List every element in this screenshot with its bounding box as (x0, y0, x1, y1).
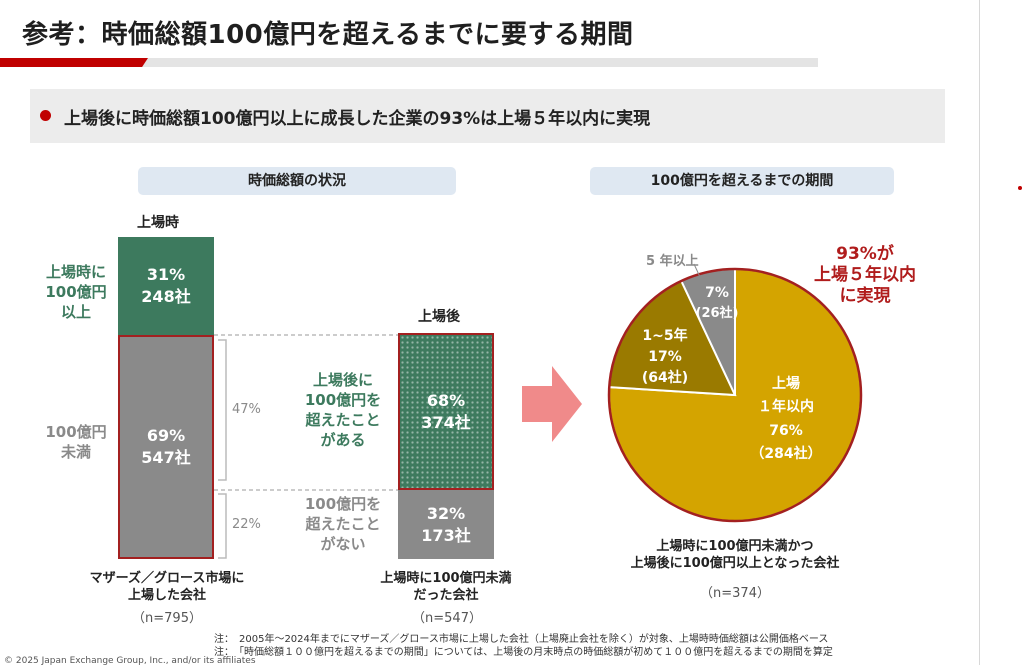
title-underline (140, 58, 818, 67)
pie-slice-label: 7% (705, 285, 729, 301)
pie-slice-label: 上場 (772, 375, 800, 392)
bar2-label-top-line: 100億円を (304, 391, 382, 409)
bar1-segment-above-10b: 31% 248社 (118, 237, 214, 335)
pie-caption-line: 上場時に100億円未満かつ (656, 539, 814, 554)
pie-slice-label: １年以内 (758, 398, 814, 415)
pie-slices (607, 267, 863, 523)
pie-outline (607, 267, 863, 523)
bar1-caption-line: マザーズ／グロース市場に (89, 571, 245, 586)
bar-connector-lines (214, 334, 400, 559)
bar2-caption-line: 上場時に100億円未満 (380, 571, 512, 586)
bar1-caption: マザーズ／グロース市場に 上場した会社 (62, 570, 272, 604)
pie-callout-line: に実現 (839, 286, 891, 306)
right-arrow-icon (522, 366, 582, 442)
page-edge-divider (979, 0, 980, 665)
bar1-label-bottom-line: 未満 (60, 443, 91, 461)
bar1-bottom-pct: 69% (146, 426, 186, 445)
footnote: 注： 2005年～2024年までにマザーズ／グロース市場に上場した会社（上場廃止… (214, 634, 829, 645)
bar2-segment-not-exceeded: 32% 173社 (398, 490, 494, 559)
bar2-top-pct: 68% (426, 390, 466, 410)
pie-outside-label: 5 年以上 (646, 254, 699, 269)
pie-slice-label: 76% (769, 423, 803, 439)
bar2-title: 上場後 (418, 309, 460, 325)
pie-callout-line: 上場５年以内 (814, 265, 916, 285)
bar2-segment-exceeded: 68% 374社 (398, 333, 494, 490)
bar2-caption: 上場時に100億円未満 だった会社 (362, 570, 530, 604)
bar1-title: 上場時 (137, 215, 179, 231)
pie-slice-label: 1~5年 (642, 327, 687, 344)
bar2-label-bottom: 100億円を 超えたこと がない (293, 494, 393, 554)
pie-callout: 93%が 上場５年以内 に実現 (796, 244, 934, 307)
bar1-label-top: 上場時に 100億円 以上 (32, 262, 120, 322)
bar1-caption-line: 上場した会社 (127, 588, 206, 603)
bar2-top-count: 374社 (421, 412, 471, 432)
bar1-label-top-line: 以上 (60, 303, 91, 321)
pie-slice-label: 17% (648, 349, 682, 365)
pie-caption: 上場時に100億円未満かつ 上場後に100億円以上となった会社 (600, 538, 870, 572)
bar2-n-count: （n=547） (412, 611, 482, 626)
bar2-bottom-pct: 32% (426, 503, 466, 523)
bar2-label-top-line: がある (320, 431, 366, 449)
pie-n-count: （n=374） (700, 586, 770, 601)
bar2-label-top-line: 上場後に (312, 371, 373, 389)
bar1-top-pct: 31% (146, 265, 186, 284)
pie-slice-label: (64社) (642, 369, 688, 386)
summary-text: 上場後に時価総額100億円以上に成長した企業の93%は上場５年以内に実現 (64, 109, 651, 129)
pie-slice-label: （284社） (750, 445, 821, 462)
summary-box (30, 89, 945, 143)
bar2-label-bottom-line: 超えたこと (305, 515, 381, 533)
bar2-label-bottom-line: がない (320, 535, 366, 553)
bar1-n-count: （n=795） (132, 611, 202, 626)
pie-chart: 上場 １年以内 76% （284社） 1~5年 17% (64社) 7% (26… (607, 267, 863, 523)
bar2-bottom-count: 173社 (421, 525, 471, 545)
bar1-label-bottom: 100億円 未満 (32, 422, 120, 462)
pie-slice-label: (26社) (696, 305, 739, 321)
bullet-icon (40, 110, 51, 121)
bar2-label-top: 上場後に 100億円を 超えたこと がある (293, 370, 393, 450)
footnote: 注： 「時価総額１００億円を超えるまでの期間」については、上場後の月末時点の時価… (214, 647, 833, 658)
bar1-label-top-line: 上場時に (45, 263, 106, 281)
section-header-period: 100億円を超えるまでの期間 (590, 167, 894, 195)
bracket-pct-upper: 47% (232, 402, 261, 417)
bar1-bottom-count: 547社 (141, 448, 191, 467)
pie-leader-line (693, 263, 707, 291)
bar2-label-bottom-line: 100億円を (304, 495, 382, 513)
bar1-top-count: 248社 (141, 287, 191, 306)
section-header-market-cap-status: 時価総額の状況 (138, 167, 456, 195)
edge-marker (1018, 186, 1022, 190)
bar1-segment-below-10b: 69% 547社 (118, 335, 214, 559)
page-title: 参考：時価総額100億円を超えるまでに要する期間 (22, 20, 634, 50)
copyright: © 2025 Japan Exchange Group, Inc., and/o… (4, 656, 256, 666)
bar1-label-top-line: 100億円 (45, 283, 107, 301)
title-accent-bar (0, 58, 148, 67)
pie-callout-line: 93%が (836, 244, 894, 264)
bracket-pct-lower: 22% (232, 517, 261, 532)
pie-caption-line: 上場後に100億円以上となった会社 (630, 556, 840, 571)
bar2-caption-line: だった会社 (413, 588, 479, 603)
bar1-label-bottom-line: 100億円 (45, 423, 107, 441)
bar2-label-top-line: 超えたこと (305, 411, 381, 429)
